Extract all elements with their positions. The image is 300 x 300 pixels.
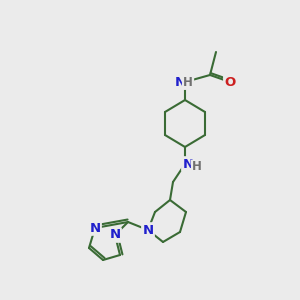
Text: N: N xyxy=(174,76,186,88)
Text: N: N xyxy=(89,221,100,235)
Text: N: N xyxy=(142,224,154,236)
Text: O: O xyxy=(224,76,236,88)
Text: N: N xyxy=(110,229,121,242)
Text: N: N xyxy=(182,158,194,170)
Text: H: H xyxy=(192,160,202,173)
Text: H: H xyxy=(183,76,193,88)
